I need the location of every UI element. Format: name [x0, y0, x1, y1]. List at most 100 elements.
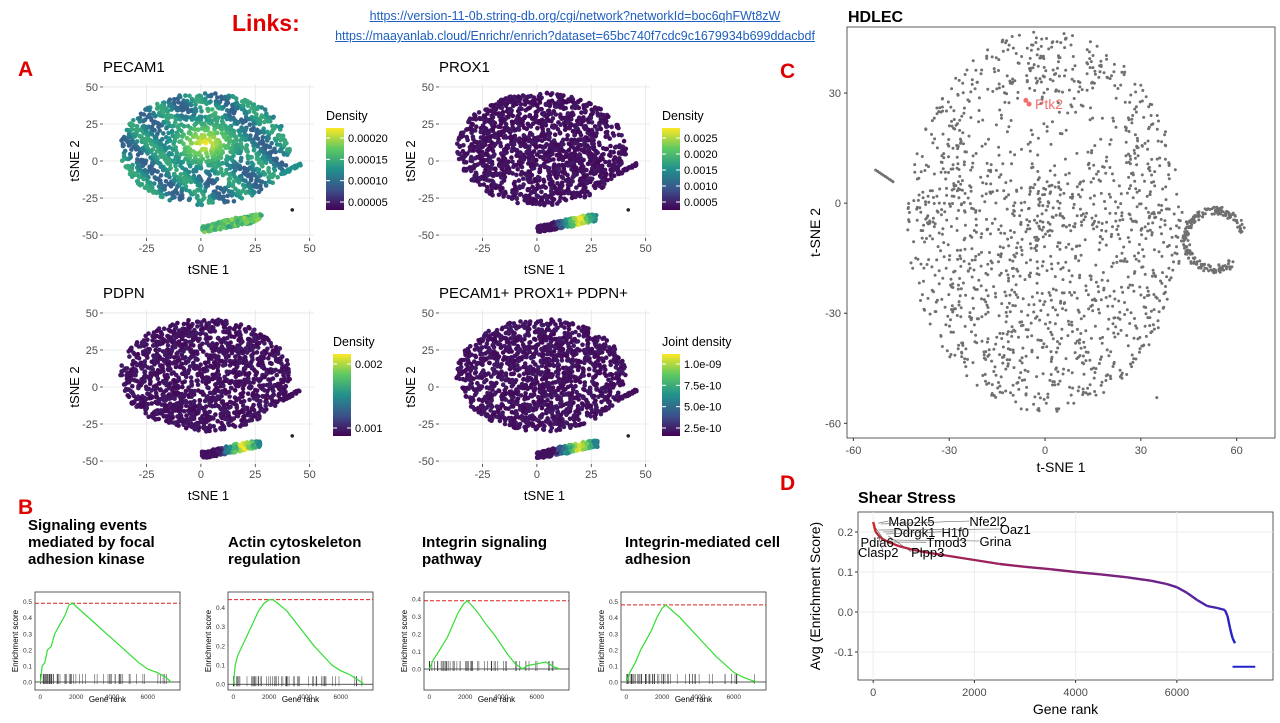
density-point — [220, 172, 226, 178]
density-point — [154, 395, 160, 400]
density-point — [199, 121, 204, 126]
density-point — [164, 403, 169, 408]
density-point — [609, 163, 615, 168]
density-point — [225, 100, 231, 106]
density-point — [583, 215, 589, 221]
density-point — [280, 379, 286, 385]
density-point — [145, 106, 150, 111]
density-point — [187, 356, 192, 362]
density-point — [168, 402, 173, 408]
density-point — [269, 361, 274, 366]
density-point — [543, 185, 548, 190]
density-point — [250, 165, 255, 170]
density-point — [247, 361, 253, 367]
density-point — [197, 344, 203, 349]
density-point — [516, 159, 522, 164]
x-tick-label: -25 — [475, 243, 491, 255]
density-point — [480, 158, 485, 163]
density-point — [527, 153, 532, 158]
density-point — [248, 127, 254, 132]
density-point — [285, 147, 290, 152]
density-point — [525, 186, 531, 192]
density-point — [239, 418, 244, 423]
density-point — [137, 182, 143, 188]
density-point — [159, 368, 165, 374]
density-point — [197, 115, 203, 120]
density-point — [223, 218, 228, 224]
density-point — [263, 180, 268, 186]
density-point — [589, 136, 595, 141]
density-point — [222, 135, 227, 140]
density-point — [154, 154, 159, 160]
density-point — [530, 184, 535, 190]
density-point — [549, 200, 554, 206]
density-point — [121, 382, 127, 387]
density-point — [182, 149, 188, 155]
y-tick-label: 0 — [92, 156, 98, 168]
density-point — [516, 94, 521, 99]
density-point — [168, 411, 173, 417]
density-point — [477, 175, 483, 181]
density-point — [499, 105, 505, 111]
density-point — [244, 350, 250, 355]
density-point — [194, 331, 200, 336]
density-point — [239, 155, 244, 161]
density-point — [245, 391, 251, 396]
density-point — [161, 131, 166, 136]
density-point — [536, 107, 541, 112]
density-point — [168, 335, 174, 340]
density-point — [503, 191, 508, 196]
density-point — [181, 408, 187, 414]
density-point — [200, 330, 205, 335]
density-point — [279, 354, 284, 360]
density-point — [470, 116, 476, 122]
enrichr-link[interactable]: https://maayanlab.cloud/Enrichr/enrich?d… — [335, 29, 815, 43]
density-point — [248, 154, 253, 160]
legend-label: 0.00015 — [348, 154, 388, 166]
density-point — [247, 172, 253, 178]
density-point — [140, 340, 145, 345]
density-point — [202, 188, 208, 194]
density-point — [267, 144, 273, 150]
density-point — [204, 375, 209, 380]
density-point — [579, 220, 585, 226]
density-point — [513, 186, 518, 191]
density-point — [519, 106, 524, 112]
density-point — [582, 193, 588, 199]
density-point — [207, 428, 212, 434]
density-point — [147, 381, 153, 386]
density-point — [283, 383, 289, 389]
density-point — [213, 428, 218, 433]
density-point — [529, 180, 534, 185]
density-point — [213, 412, 218, 417]
density-point — [172, 177, 177, 182]
density-point — [244, 143, 250, 148]
density-point — [122, 388, 128, 393]
density-point — [503, 146, 508, 151]
density-point — [191, 400, 196, 405]
density-point — [129, 127, 135, 132]
density-point — [203, 404, 209, 409]
density-point — [227, 172, 232, 177]
density-point — [162, 349, 168, 354]
density-point — [578, 142, 584, 148]
density-point — [245, 411, 250, 416]
density-point — [160, 363, 165, 369]
density-point — [259, 407, 265, 413]
density-point — [243, 354, 248, 360]
density-point — [566, 147, 572, 153]
density-point — [529, 116, 535, 121]
density-point — [254, 388, 260, 393]
density-point — [224, 369, 230, 374]
density-point — [195, 324, 200, 329]
density-point — [546, 112, 551, 118]
string-db-link[interactable]: https://version-11-0b.string-db.org/cgi/… — [369, 9, 781, 23]
density-point — [162, 105, 167, 110]
density-point — [543, 101, 549, 107]
density-point — [124, 165, 129, 170]
density-point — [164, 192, 169, 197]
density-point — [239, 221, 245, 227]
density-point — [192, 388, 197, 394]
density-point — [229, 130, 235, 136]
